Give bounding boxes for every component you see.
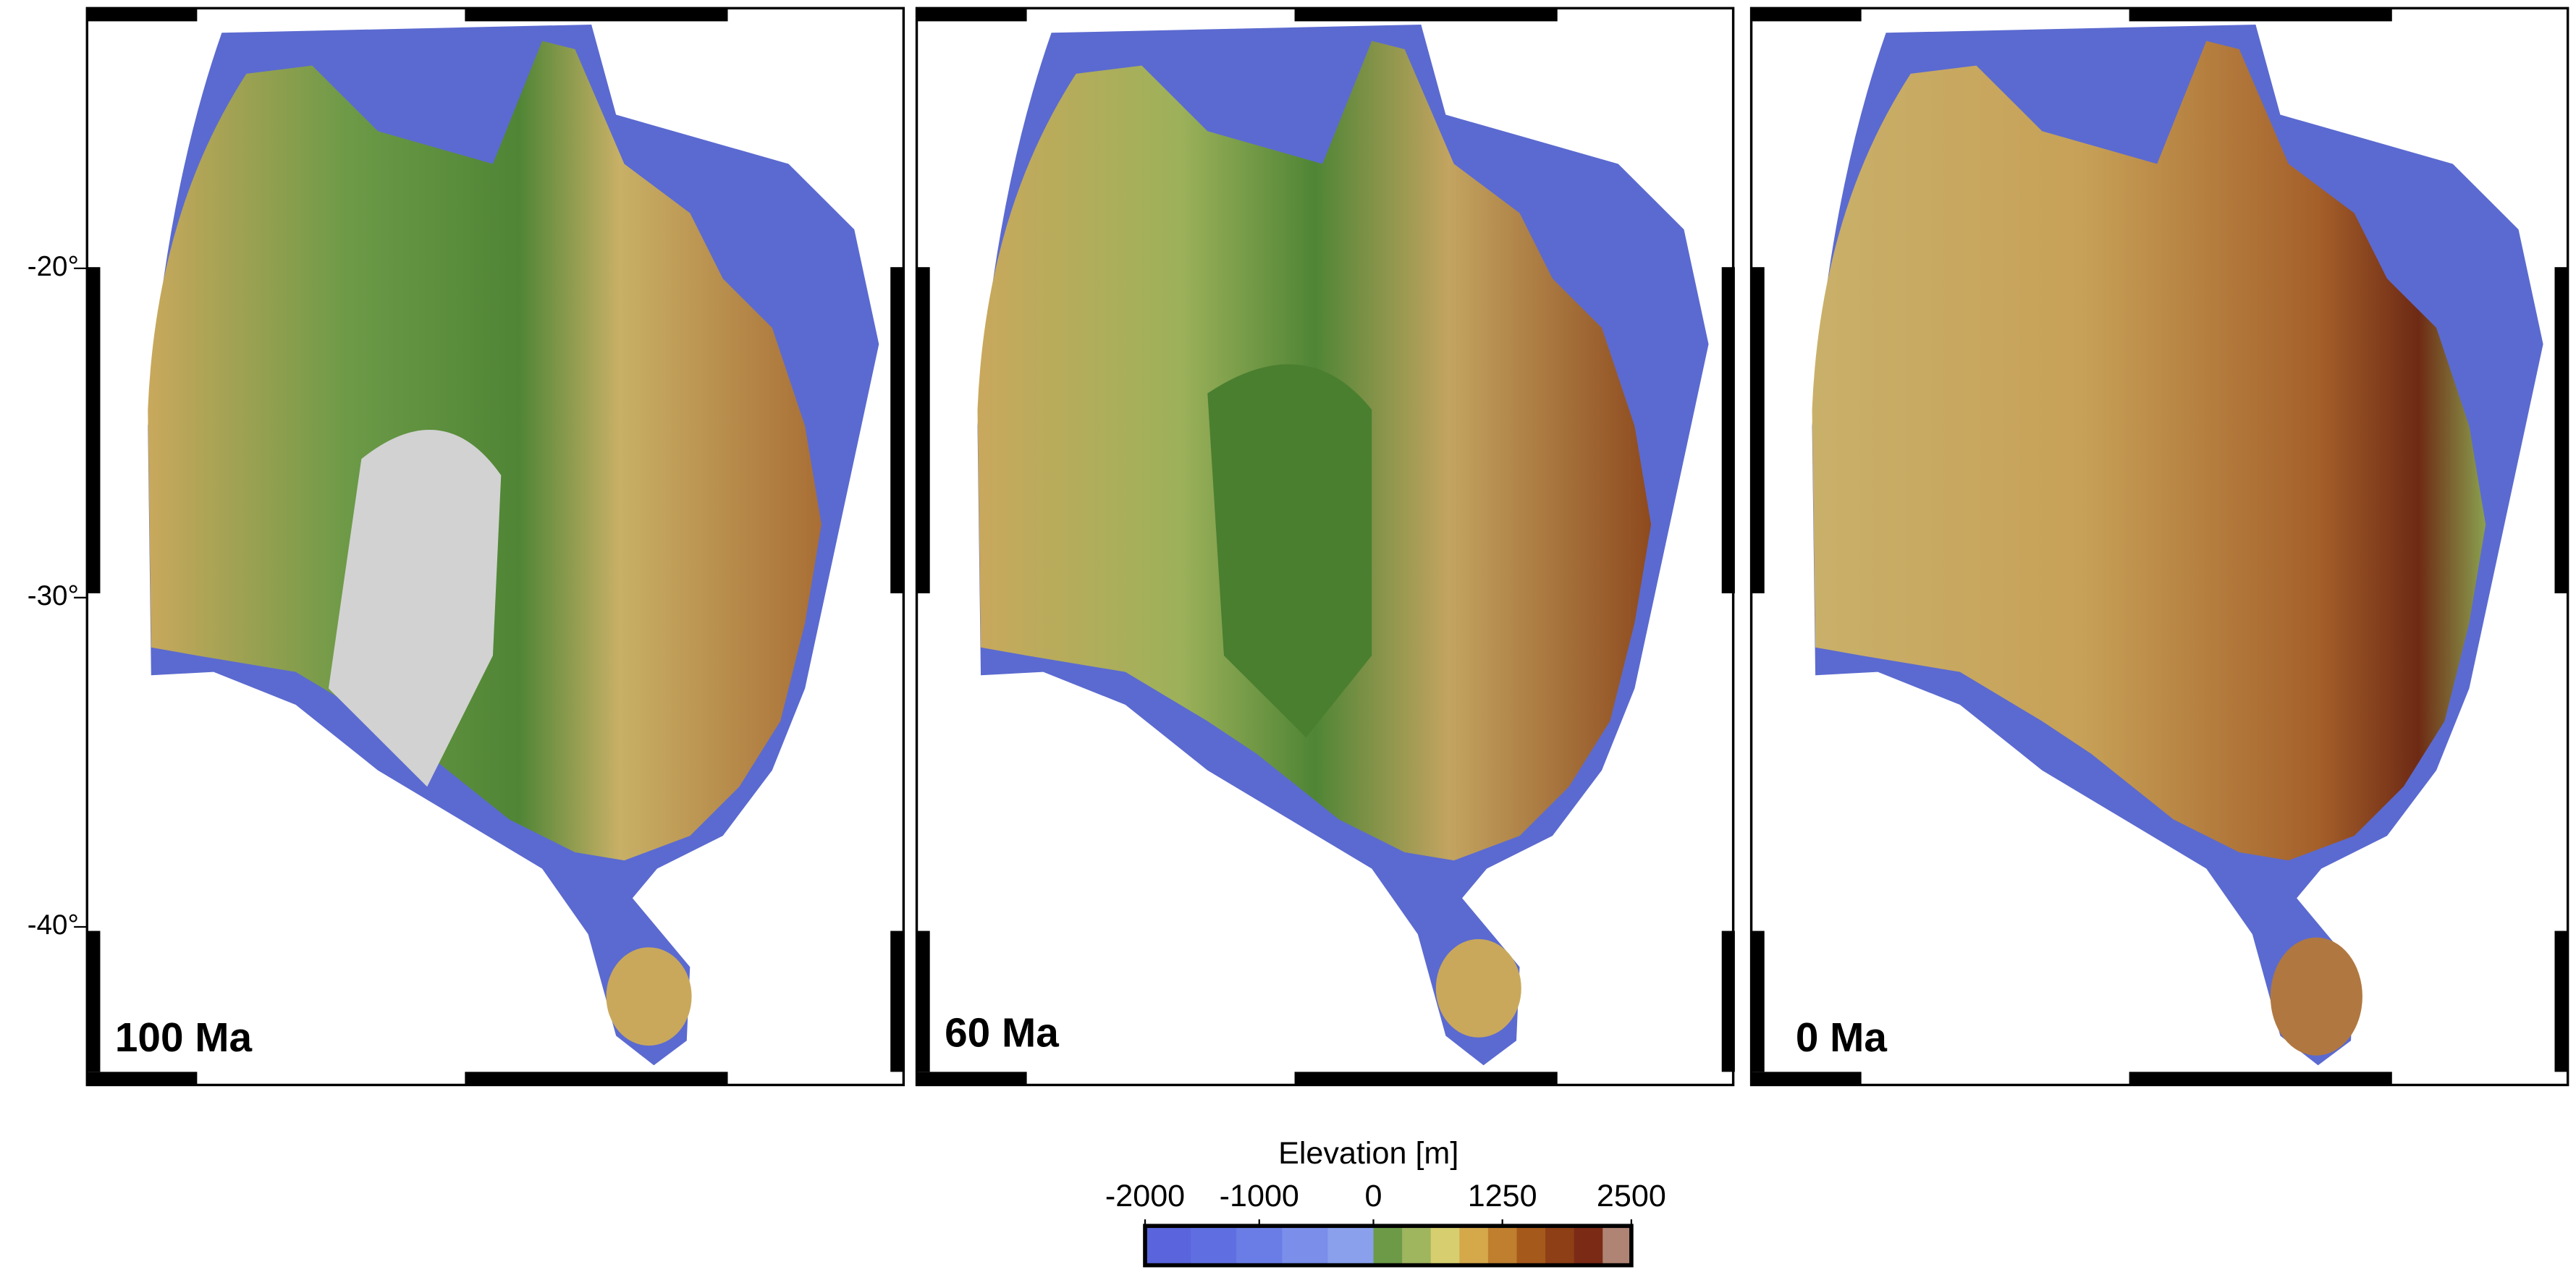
colorbar-segment <box>1574 1226 1603 1266</box>
colorbar-segment <box>1236 1226 1283 1266</box>
colorbar-title: Elevation [m] <box>1278 1136 1458 1171</box>
colorbar-frame <box>1143 1224 1634 1268</box>
colorbar-segment <box>1402 1226 1432 1266</box>
colorbar-segment <box>1545 1226 1575 1266</box>
colorbar-tick-label: -1000 <box>1220 1179 1299 1213</box>
colorbar-tick-label: 2500 <box>1597 1179 1666 1213</box>
panel-label: 0 Ma <box>1796 1015 1888 1061</box>
colorbar-segment <box>1487 1226 1518 1266</box>
frame-strips <box>87 8 2568 1085</box>
colorbar-segment <box>1327 1226 1374 1266</box>
colorbar-segment <box>1373 1226 1403 1266</box>
colorbar-tick-label: 0 <box>1365 1179 1382 1213</box>
map-panel <box>1749 7 2569 1087</box>
colorbar-segment <box>1459 1226 1489 1266</box>
colorbar-tick-label: 1250 <box>1468 1179 1537 1213</box>
lat-tick-label: -20° <box>28 251 79 282</box>
lat-tick-label: -30° <box>28 580 79 611</box>
map-panel <box>85 7 905 1087</box>
map-panel <box>915 7 1735 1087</box>
colorbar-segment <box>1145 1226 1191 1266</box>
colorbar-segment <box>1430 1226 1460 1266</box>
panel-label: 100 Ma <box>115 1015 253 1061</box>
colorbar-segment <box>1191 1226 1237 1266</box>
panel-label: 60 Ma <box>945 1011 1059 1056</box>
colorbar-segment <box>1602 1226 1632 1266</box>
lat-tick-label: -40° <box>28 910 79 941</box>
colorbar-tick-label: -2000 <box>1105 1179 1185 1213</box>
colorbar-segment <box>1516 1226 1546 1266</box>
colorbar-segment <box>1282 1226 1329 1266</box>
